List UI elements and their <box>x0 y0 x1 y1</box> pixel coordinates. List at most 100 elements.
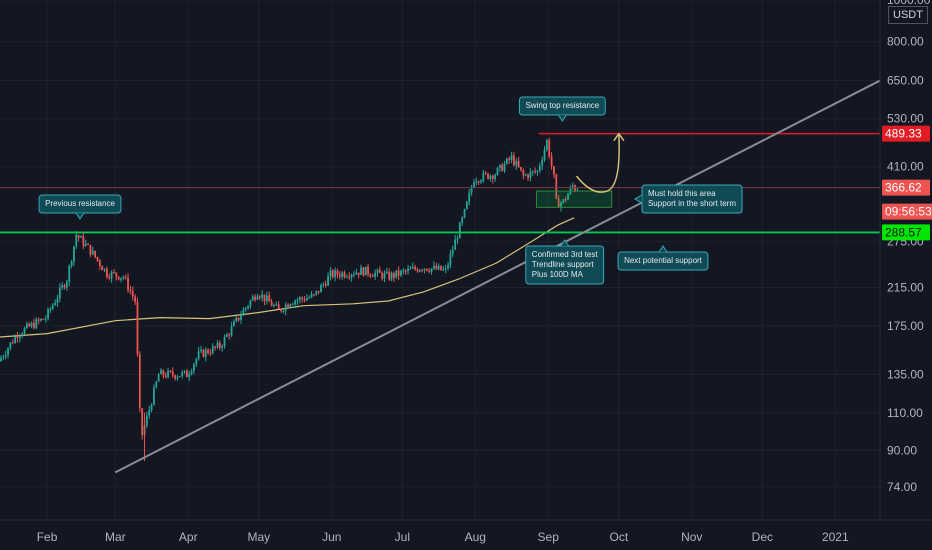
candle-body <box>277 304 280 309</box>
candle-body <box>430 268 433 272</box>
candle-body <box>122 277 125 279</box>
candle-body <box>482 172 485 181</box>
candle-body <box>456 238 459 240</box>
candle-body <box>270 301 273 307</box>
candle-body <box>160 370 162 375</box>
y-tick-label: 215.00 <box>887 280 924 294</box>
candle-body <box>310 294 313 298</box>
candle-body <box>397 270 400 276</box>
callout-swing-top[interactable]: Swing top resistance <box>518 96 606 122</box>
candle-body <box>82 236 85 246</box>
candle-body <box>63 285 66 288</box>
candle-body <box>230 326 233 336</box>
candle-body <box>44 318 47 320</box>
candle-body <box>498 164 501 168</box>
candle-body <box>400 270 402 276</box>
candle-body <box>23 327 26 334</box>
candle-body <box>282 310 285 312</box>
candle-body <box>435 265 438 270</box>
candle-body <box>280 308 282 312</box>
candle-body <box>527 174 529 178</box>
candle-body <box>536 170 539 173</box>
callout-text: Previous resistance <box>45 199 115 208</box>
candle-body <box>183 370 186 373</box>
candle-body <box>49 309 52 311</box>
candle-body <box>447 264 449 269</box>
candle-body <box>21 333 24 336</box>
candle-body <box>545 140 548 150</box>
projection-arrow <box>575 133 620 193</box>
resistance-price-tag: 489.33 <box>882 125 930 142</box>
candle-body <box>329 270 332 277</box>
candle-body <box>54 302 57 306</box>
candle-body <box>520 167 522 171</box>
candle-body <box>491 175 494 179</box>
candle-body <box>477 181 480 183</box>
current-price-tag: 366.62 <box>882 179 930 196</box>
candle-body <box>65 281 68 288</box>
candle-body <box>338 274 341 277</box>
candle-body <box>2 356 5 358</box>
candle-body <box>0 357 2 362</box>
trendline[interactable] <box>114 79 881 474</box>
callout-confirmed-3rd-test[interactable]: Confirmed 3rd test Trendline support Plu… <box>525 239 605 285</box>
candle-body <box>73 246 75 262</box>
candle-body <box>327 276 329 286</box>
candle-body <box>221 346 224 348</box>
x-tick-label: Apr <box>179 530 198 544</box>
support-zone[interactable] <box>535 190 613 208</box>
candle-body <box>473 182 475 188</box>
candle-body <box>343 272 346 277</box>
candle-body <box>110 271 113 279</box>
price-axis[interactable]: 1000.00800.00650.00530.00410.00275.00215… <box>879 0 931 520</box>
candle-body <box>174 375 177 379</box>
candle-body <box>287 304 289 307</box>
candle-body <box>487 173 489 179</box>
callout-next-support[interactable]: Next potential support <box>617 245 709 271</box>
callout-must-hold[interactable]: Must hold this area Support in the short… <box>633 184 743 214</box>
candle-body <box>37 319 40 321</box>
currency-label[interactable]: USDT <box>888 6 928 24</box>
candle-body <box>223 336 226 347</box>
candle-body <box>291 304 294 306</box>
candle-body <box>505 158 508 164</box>
time-axis[interactable]: Feb Mar Apr May Jun Jul Aug Sep Oct Nov Dec 2021 <box>0 519 932 544</box>
candle-body <box>341 272 344 277</box>
callout-text: Confirmed 3rd test <box>532 250 599 259</box>
callout-text: Must hold this area <box>648 189 716 198</box>
candle-body <box>80 236 82 238</box>
candle-body <box>538 165 541 171</box>
candle-body <box>513 155 515 166</box>
x-tick-label: Sep <box>538 530 560 544</box>
callout-previous-resistance[interactable]: Previous resistance <box>38 194 122 220</box>
candle-body <box>402 270 405 272</box>
candle-body <box>345 276 348 278</box>
candle-body <box>14 336 17 343</box>
candle-body <box>193 364 195 372</box>
candle-body <box>33 323 35 329</box>
candle-body <box>68 265 71 282</box>
candle-body <box>249 300 252 307</box>
candle-body <box>127 277 129 290</box>
candle-body <box>284 304 287 311</box>
candle-body <box>35 319 38 329</box>
support-price-tag: 288.57 <box>882 224 930 241</box>
candle-body <box>261 294 264 298</box>
candle-body <box>77 235 80 238</box>
x-tick-label: Jun <box>322 530 341 544</box>
candle-body <box>555 174 558 199</box>
candle-body <box>98 260 101 267</box>
candle-body <box>181 372 184 377</box>
candle-body <box>256 296 259 300</box>
candle-body <box>553 166 555 175</box>
candle-body <box>517 161 520 168</box>
candle-body <box>136 301 139 355</box>
candle-body <box>28 323 31 327</box>
x-tick-label: May <box>247 530 270 544</box>
candle-body <box>296 299 299 301</box>
candle-body <box>214 346 217 348</box>
candle-body <box>315 290 318 295</box>
candle-body <box>458 222 461 239</box>
candle-body <box>16 336 19 338</box>
